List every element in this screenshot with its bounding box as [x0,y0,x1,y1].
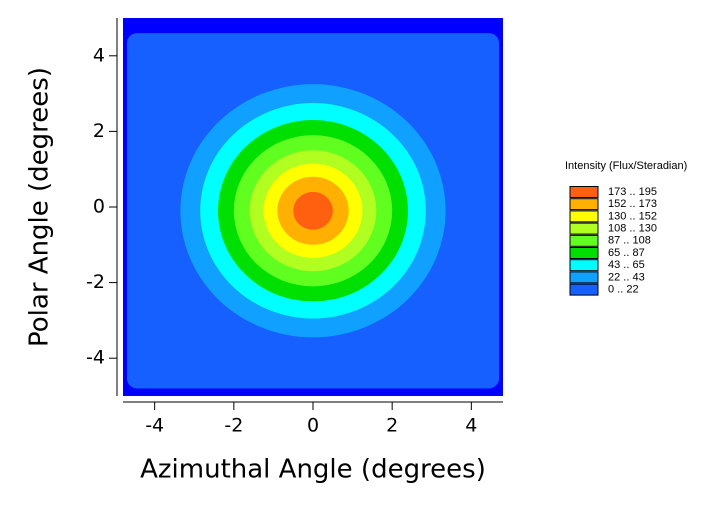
y-tick-label: 4 [93,44,105,66]
legend-swatch [569,222,599,235]
y-tick-label: 0 [93,196,105,218]
legend-label: 108 .. 130 [608,223,657,235]
legend-title: Intensity (Flux/Steradian) [565,160,687,172]
legend-label: 0 .. 22 [608,284,639,296]
x-axis-label: Azimuthal Angle (degrees) [140,455,486,485]
y-tick-label: 2 [93,120,105,142]
legend-swatch [569,186,599,198]
y-axis-label: Polar Angle (degrees) [25,67,55,347]
y-tick-label: -4 [86,347,105,369]
legend-swatch [569,247,599,259]
x-tick-label: 4 [465,415,477,437]
legend-swatch [569,271,599,284]
x-tick-label: 0 [307,415,319,437]
x-tick-label: 2 [386,415,398,437]
legend-swatch [569,234,599,247]
legend-label: 65 .. 87 [608,247,645,259]
x-tick-label: -4 [145,415,164,437]
legend-label: 173 .. 195 [608,186,657,198]
x-tick-label: -2 [224,415,243,437]
legend-label: 130 .. 152 [608,210,657,222]
legend-swatch [569,198,599,211]
legend-label: 22 .. 43 [608,271,645,283]
y-tick-label: -2 [86,271,105,293]
legend-label: 43 .. 65 [608,259,645,271]
legend-swatch [569,283,599,296]
legend-label: 152 .. 173 [608,198,657,210]
legend-label: 87 .. 108 [608,235,651,247]
legend-swatch [569,259,599,272]
legend-swatch [569,210,599,223]
contour-band [293,191,333,230]
